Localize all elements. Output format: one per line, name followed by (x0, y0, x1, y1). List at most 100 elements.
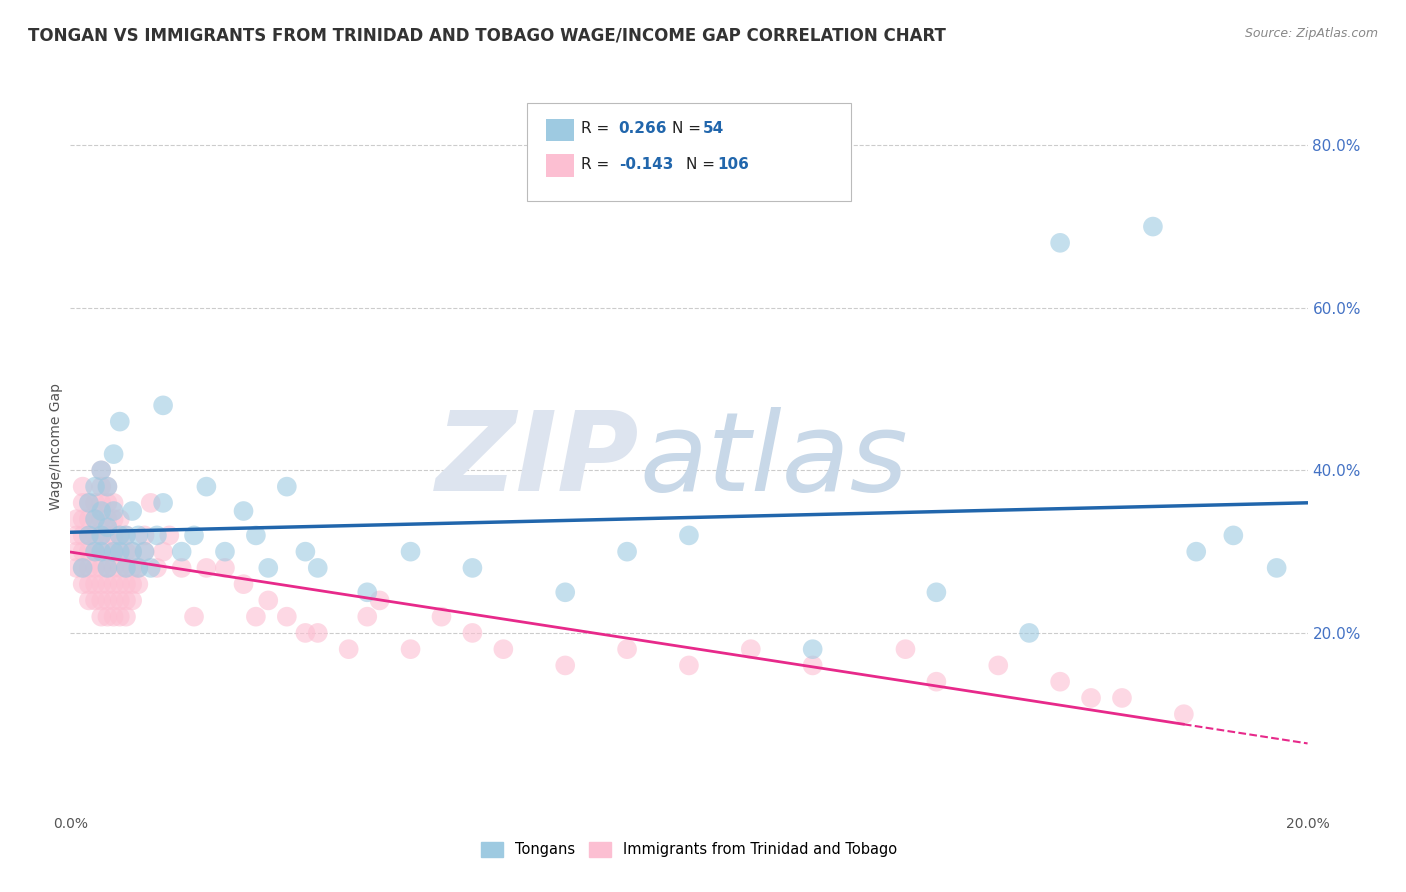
Point (134, 544, 156, 558)
Point (65, 561, 87, 575)
Point (103, 544, 125, 558)
Point (399, 642, 422, 657)
Point (72, 577, 94, 591)
Point (1111, 690, 1133, 705)
Point (65, 544, 87, 558)
Point (90, 463, 112, 477)
Point (72, 496, 94, 510)
Point (103, 593, 125, 607)
Point (127, 528, 149, 542)
Point (368, 593, 391, 607)
Point (96, 609, 118, 624)
Point (925, 585, 948, 599)
Text: atlas: atlas (640, 407, 908, 514)
Point (801, 658, 824, 673)
Point (108, 593, 131, 607)
Point (183, 609, 205, 624)
Point (77, 593, 100, 607)
Point (115, 528, 138, 542)
Text: R =: R = (581, 121, 609, 136)
Point (108, 561, 131, 575)
Point (337, 642, 360, 657)
Point (157, 528, 180, 542)
Point (108, 528, 131, 542)
Point (214, 561, 236, 575)
Point (356, 609, 378, 624)
Point (90, 528, 112, 542)
Point (121, 561, 143, 575)
Point (103, 577, 125, 591)
Point (90, 512, 112, 526)
Text: 106: 106 (717, 157, 749, 171)
Point (276, 609, 298, 624)
Legend: Tongans, Immigrants from Trinidad and Tobago: Tongans, Immigrants from Trinidad and To… (475, 836, 903, 863)
Point (84, 512, 107, 526)
Point (103, 561, 125, 575)
Point (115, 561, 138, 575)
Point (108, 544, 131, 558)
Point (1222, 528, 1244, 542)
Point (245, 609, 267, 624)
Point (72, 544, 94, 558)
Point (121, 577, 143, 591)
Point (245, 528, 267, 542)
Text: R =: R = (581, 157, 609, 171)
Point (115, 577, 138, 591)
Point (103, 544, 125, 558)
Point (152, 398, 174, 412)
Point (90, 577, 112, 591)
Point (65, 528, 87, 542)
Point (740, 642, 762, 657)
Point (103, 496, 125, 510)
Point (1049, 674, 1071, 689)
Point (1142, 219, 1164, 234)
Point (84, 512, 107, 526)
Y-axis label: Wage/Income Gap: Wage/Income Gap (49, 383, 63, 509)
Point (65, 512, 87, 526)
Point (134, 528, 156, 542)
Point (72, 512, 94, 526)
Point (554, 658, 576, 673)
Point (294, 544, 316, 558)
Point (108, 528, 131, 542)
Point (72, 561, 94, 575)
Point (183, 528, 205, 542)
Point (90, 463, 112, 477)
Point (84, 593, 107, 607)
Point (96, 593, 118, 607)
Point (108, 415, 131, 429)
Point (152, 544, 174, 558)
Text: N =: N = (686, 157, 716, 171)
Point (96, 561, 118, 575)
Point (96, 496, 118, 510)
Point (72, 561, 94, 575)
Point (77, 577, 100, 591)
Point (678, 658, 700, 673)
Point (554, 585, 576, 599)
Point (127, 561, 149, 575)
Point (616, 642, 638, 657)
Point (115, 593, 138, 607)
Point (307, 561, 329, 575)
Point (134, 544, 156, 558)
Text: Source: ZipAtlas.com: Source: ZipAtlas.com (1244, 27, 1378, 40)
Point (121, 593, 143, 607)
Point (84, 480, 107, 494)
Point (84, 577, 107, 591)
Point (115, 609, 138, 624)
Point (108, 577, 131, 591)
Point (90, 561, 112, 575)
Point (96, 544, 118, 558)
Point (1080, 690, 1102, 705)
Point (84, 544, 107, 558)
Point (90, 544, 112, 558)
Point (103, 447, 125, 461)
Point (115, 528, 138, 542)
Point (90, 528, 112, 542)
Point (77, 512, 100, 526)
Point (96, 528, 118, 542)
Text: TONGAN VS IMMIGRANTS FROM TRINIDAD AND TOBAGO WAGE/INCOME GAP CORRELATION CHART: TONGAN VS IMMIGRANTS FROM TRINIDAD AND T… (28, 27, 946, 45)
Text: 54: 54 (703, 121, 724, 136)
Point (430, 609, 453, 624)
Point (146, 561, 169, 575)
